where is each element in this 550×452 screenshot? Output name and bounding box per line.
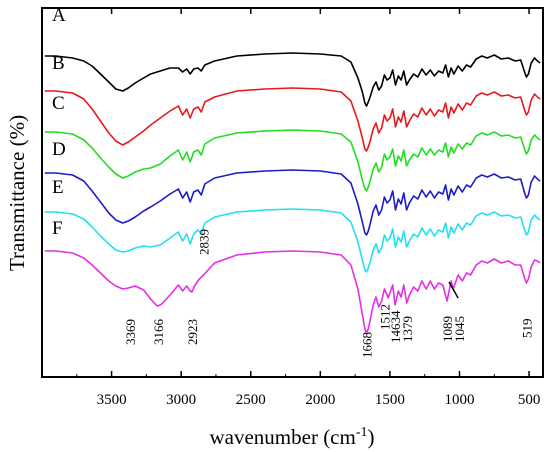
- peak-label: 3166: [151, 319, 166, 346]
- series-label-b: B: [52, 53, 65, 74]
- peak-label: 1512: [377, 304, 392, 330]
- x-tick-label: 1000: [445, 392, 475, 408]
- series-label-e: E: [52, 177, 64, 198]
- x-tick-label: 2500: [236, 392, 266, 408]
- peak-label: 3369: [123, 319, 138, 345]
- series-line-e: [44, 208, 541, 273]
- series-label-f: F: [52, 218, 63, 239]
- series-label-d: D: [52, 139, 66, 160]
- peak-label: 1379: [400, 316, 415, 342]
- x-axis: 3500 3000 2500 2000 1500 1000 500: [76, 8, 541, 408]
- series-labels: A BC DEF: [52, 5, 66, 239]
- series-layer: [44, 52, 541, 334]
- x-tick-label: 2000: [305, 392, 335, 408]
- peak-leader-line: [448, 281, 459, 299]
- x-tick-label: 1500: [375, 392, 405, 408]
- series-line-b: [44, 87, 541, 152]
- x-tick-label: 3000: [166, 392, 196, 408]
- series-line-a: [44, 52, 541, 107]
- peak-label: 2839: [197, 229, 212, 255]
- peak-label: 2923: [185, 319, 200, 345]
- series-label-a: A: [52, 5, 66, 26]
- plot-frame: [41, 7, 544, 378]
- x-axis-title-superscript: -1: [356, 425, 368, 440]
- series-line-c: [44, 129, 541, 192]
- peak-label: 519: [519, 319, 534, 339]
- x-axis-title-main: wavenumber (cm: [209, 425, 355, 449]
- peak-label: 14634: [388, 310, 403, 343]
- x-axis-title-close: ): [368, 425, 375, 449]
- series-line-d: [44, 169, 541, 236]
- x-tick-label: 500: [518, 392, 541, 408]
- peak-label: 1045: [452, 316, 467, 342]
- series-line-f: [44, 250, 541, 334]
- peak-label: 1668: [360, 332, 375, 358]
- x-tick-label: 3500: [97, 392, 127, 408]
- series-label-c: C: [52, 93, 65, 114]
- y-axis-title: Transmittance (%): [5, 115, 29, 271]
- x-axis-title: wavenumber (cm-1): [209, 425, 374, 449]
- peak-label: 1089: [440, 316, 455, 342]
